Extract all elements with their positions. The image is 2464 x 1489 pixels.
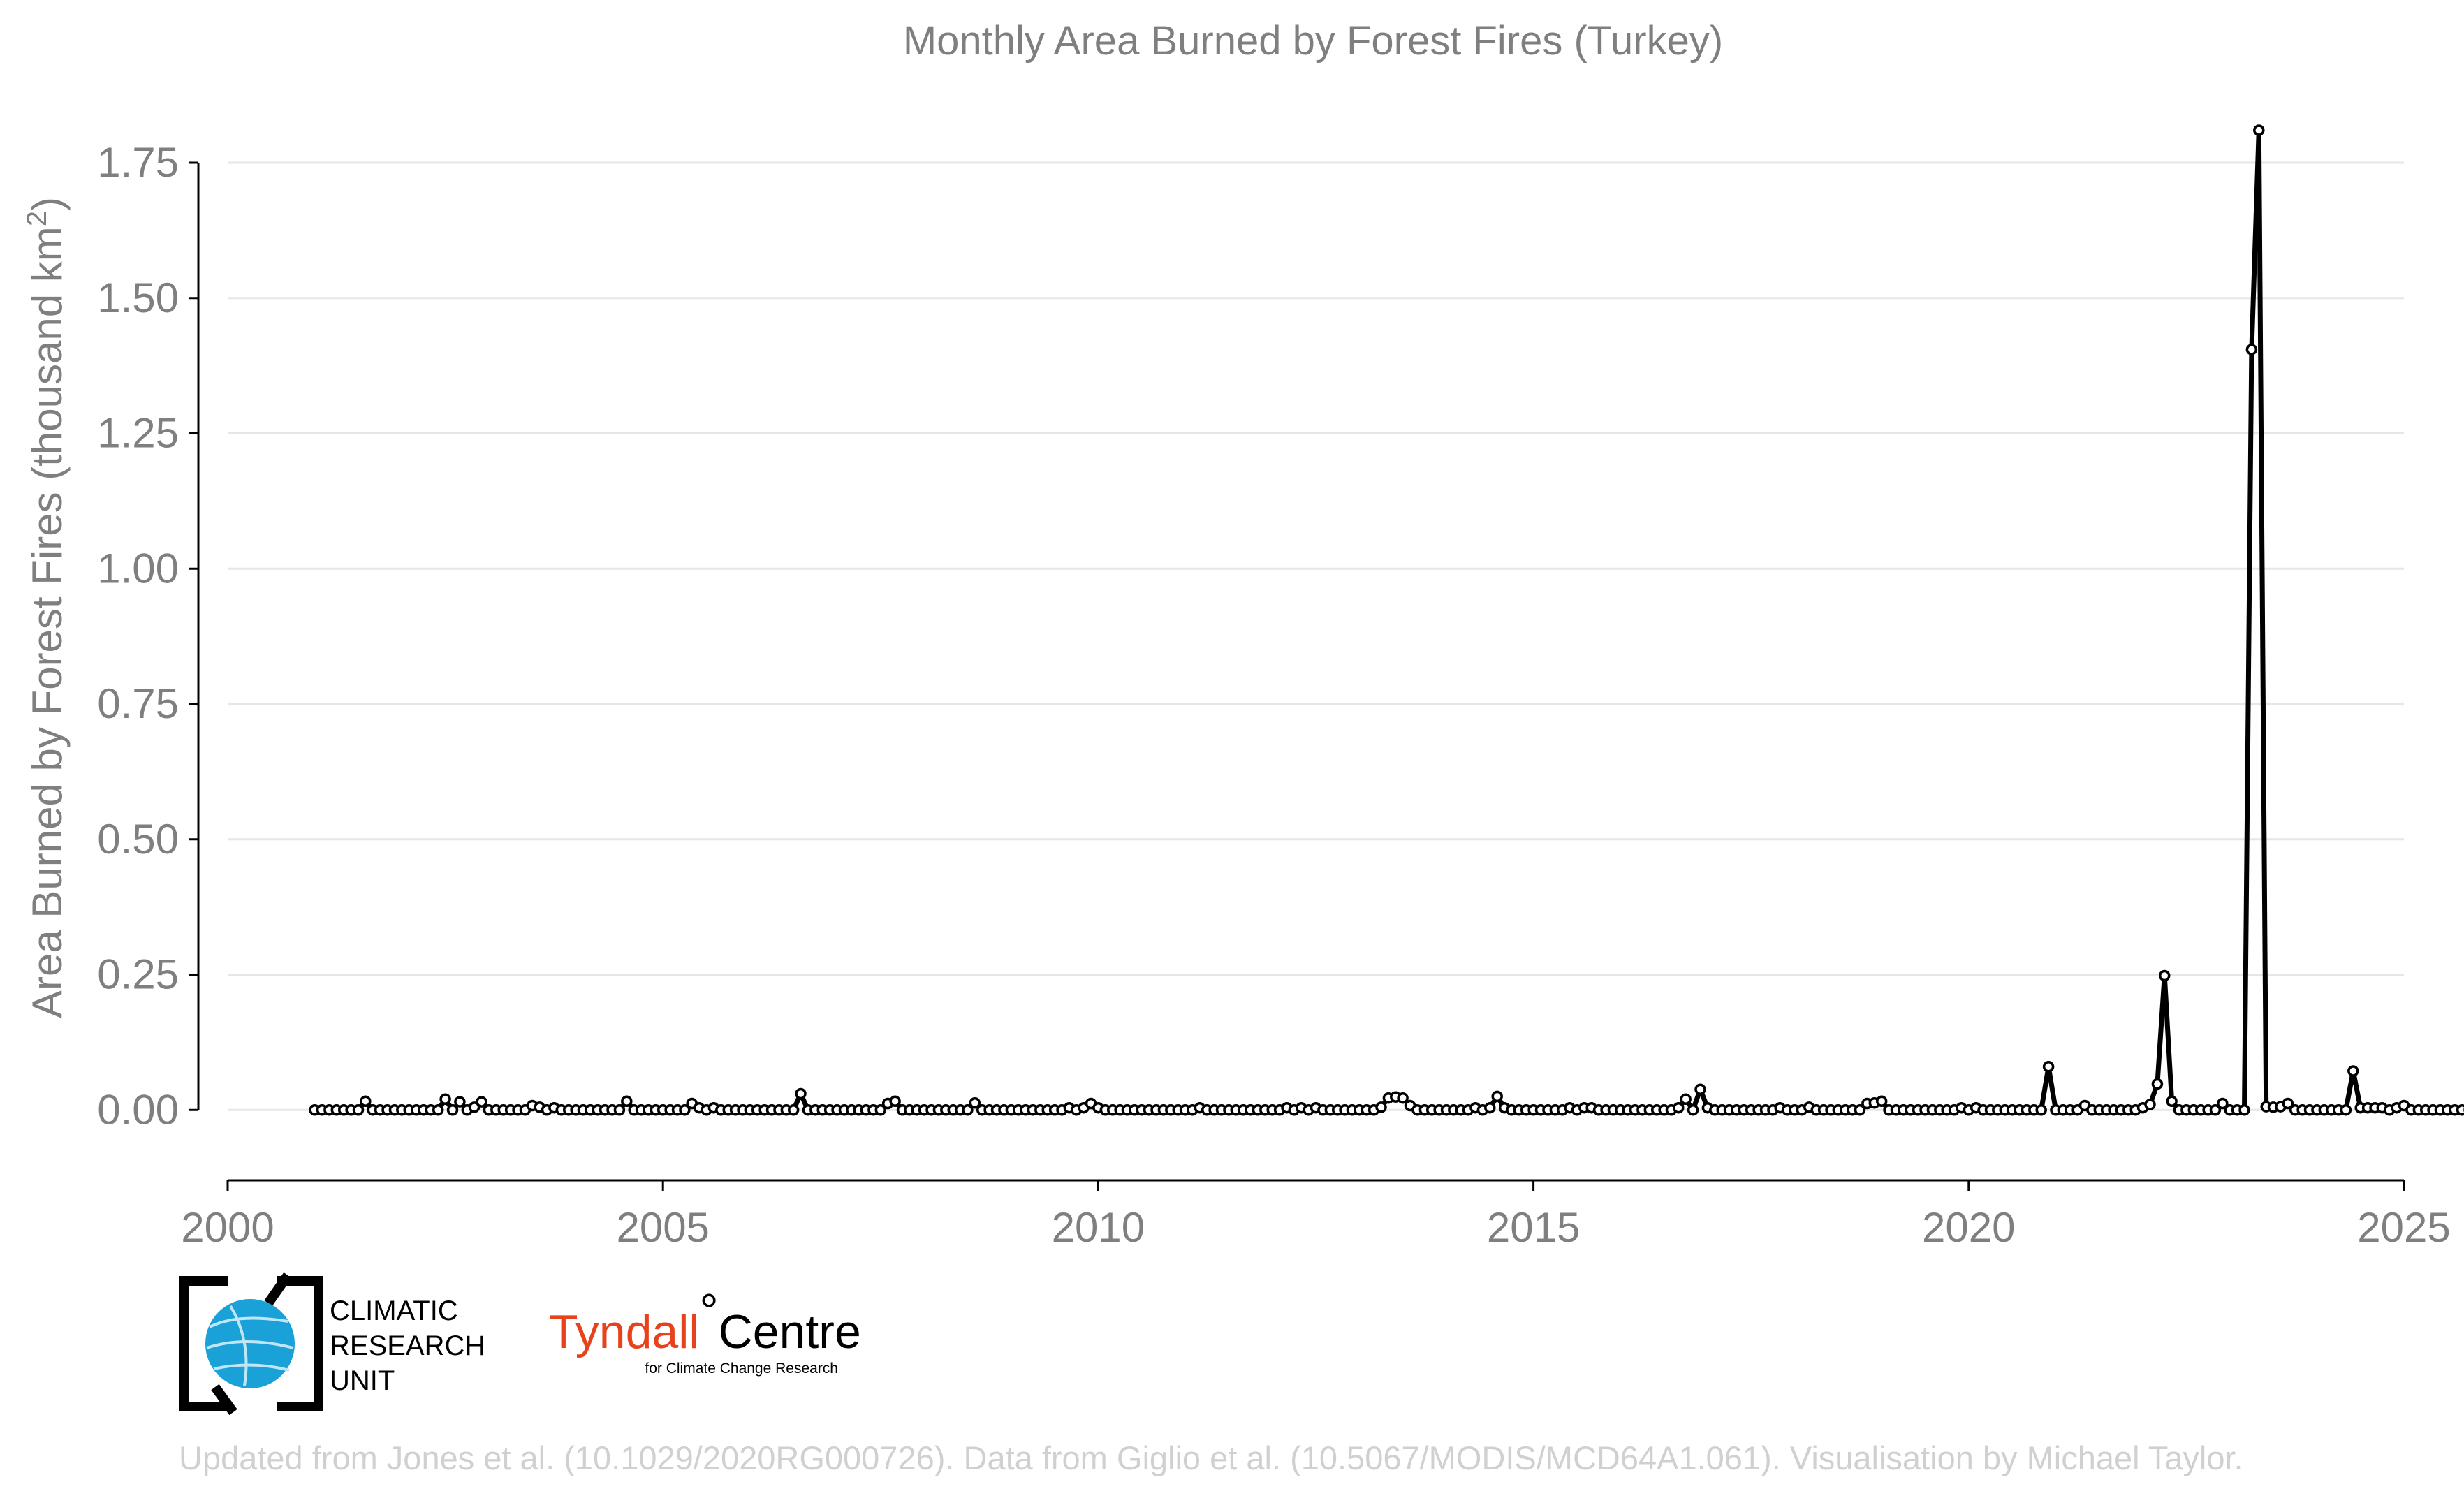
data-point [2456,1104,2464,1116]
y-tick-label: 0.50 [97,816,179,863]
data-point [2042,1061,2055,1073]
y-tick-label: 1.25 [97,410,179,457]
data-point [2238,1104,2250,1116]
data-point [476,1096,487,1108]
data-point [1680,1093,1692,1106]
data-point [787,1104,800,1116]
y-tick-label: 1.75 [97,139,179,186]
data-point [2253,124,2265,136]
y-tick-label: 1.00 [97,545,179,592]
y-tick-label: 1.50 [97,274,179,321]
x-tick-label: 2005 [616,1204,709,1251]
data-point [1875,1095,1888,1108]
x-tick-label: 2010 [1052,1204,1145,1251]
data-point [1397,1092,1409,1104]
data-point [2282,1097,2294,1110]
data-point [2209,1104,2222,1116]
tyndall-wordmark: Tyndall°Centre [549,1284,861,1358]
cru-bracket-right-icon [277,1276,323,1411]
y-tick-label: 0.75 [97,680,179,727]
data-point [2217,1097,2229,1110]
data-point [613,1104,626,1116]
cru-label-line3: UNIT [330,1365,395,1396]
x-tick-label: 2015 [1487,1204,1580,1251]
data-point [2144,1099,2156,1110]
data-point [352,1104,365,1116]
data-point [2151,1078,2164,1090]
credit-text: Updated from Jones et al. (10.1029/2020R… [179,1439,2243,1476]
data-point [1673,1101,1685,1114]
data-point [2340,1104,2352,1116]
cru-bracket-icon [179,1276,228,1411]
data-point [874,1104,887,1116]
data-point [2347,1065,2359,1077]
data-point [962,1104,974,1116]
data-point [2245,344,2258,355]
data-point [432,1104,444,1116]
data-point [1854,1104,1866,1116]
data-point [889,1095,901,1108]
x-tick-label: 2025 [2357,1204,2450,1251]
x-tick-label: 2020 [1922,1204,2015,1251]
cru-label-line1: CLIMATIC [330,1296,458,1326]
data-point [795,1087,807,1100]
data-point [1694,1083,1706,1096]
x-tick-label: 2000 [181,1204,274,1251]
tyndall-tagline: for Climate Change Research [645,1360,838,1377]
y-tick-label: 0.25 [97,951,179,998]
data-point [446,1104,459,1116]
data-point [621,1095,633,1108]
chart-title: Monthly Area Burned by Forest Fires (Tur… [903,18,1723,64]
data-point [1687,1104,1699,1116]
y-axis-label: Area Burned by Forest Fires (thousand km… [22,197,71,1018]
tyndall-logo: Tyndall°Centre for Climate Change Resear… [549,1284,861,1377]
cru-label-line2: RESEARCH [330,1330,485,1361]
series-line [314,128,2464,1113]
data-point [2166,1095,2178,1108]
data-point [439,1093,451,1106]
data-point [2158,969,2171,982]
data-point [468,1101,481,1113]
data-point [1491,1090,1503,1103]
data-point [360,1095,372,1108]
cru-logo: CLIMATIC RESEARCH UNIT [179,1272,485,1416]
data-point [1484,1101,1496,1114]
data-point [679,1104,691,1116]
data-point [454,1096,466,1108]
data-point [969,1096,981,1109]
data-point [2035,1104,2047,1116]
data-point [1375,1101,1387,1113]
y-tick-label: 0.00 [97,1086,179,1133]
